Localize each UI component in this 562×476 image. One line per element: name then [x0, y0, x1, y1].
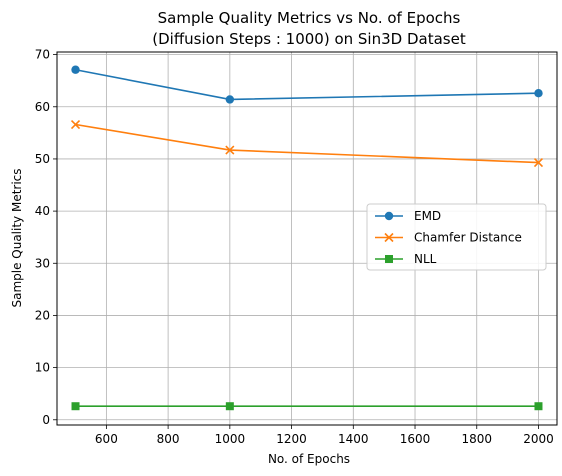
y-tick-label: 40 [35, 204, 50, 218]
series-markers [70, 65, 544, 411]
x-marker-stroke [70, 119, 81, 130]
data-point [225, 145, 235, 155]
y-tick-label: 70 [35, 48, 50, 62]
data-point [70, 119, 81, 130]
y-tick-label: 50 [35, 152, 50, 166]
chart-title-line2: (Diffusion Steps : 1000) on Sin3D Datase… [152, 30, 466, 48]
data-point [534, 402, 543, 411]
y-tick-label: 20 [35, 308, 50, 322]
x-axis-label: No. of Epochs [268, 452, 350, 466]
x-marker-stroke [384, 232, 394, 243]
y-tick-label: 10 [35, 361, 50, 375]
legend: EMD Chamfer Distance NLL [366, 203, 547, 271]
y-tick-label: 60 [35, 100, 50, 114]
plot-frame [56, 51, 558, 426]
x-tick-label: 800 [157, 432, 180, 446]
data-point [533, 158, 544, 168]
legend-label: EMD [414, 209, 441, 223]
data-point [71, 402, 80, 411]
y-tick-label: 0 [42, 413, 50, 427]
legend-label: NLL [414, 252, 437, 266]
chart-title-line1: Sample Quality Metrics vs No. of Epochs [158, 9, 461, 27]
legend-marker [385, 255, 393, 263]
series-line [75, 123, 539, 164]
x-tick-label: 1400 [338, 432, 369, 446]
legend-box [366, 203, 547, 271]
series-line [75, 68, 539, 101]
data-point [225, 402, 234, 411]
x-tick-label: 600 [95, 432, 118, 446]
legend-label: Chamfer Distance [414, 231, 522, 245]
legend-marker [384, 211, 394, 221]
y-tick-label: 30 [35, 256, 50, 270]
legend-marker [384, 232, 394, 243]
x-tick-label: 1600 [400, 432, 431, 446]
x-tick-label: 1000 [215, 432, 246, 446]
axis-ticks: 600 800 1000 1200 1400 1600 1800 2000 0 10 20 30 40 5… [35, 48, 554, 446]
y-axis-label: Sample Quality Metrics [10, 168, 24, 307]
data-point [71, 65, 80, 74]
x-marker-stroke [533, 158, 544, 168]
x-tick-label: 2000 [523, 432, 554, 446]
x-marker-stroke [225, 145, 235, 155]
x-tick-label: 1800 [461, 432, 492, 446]
data-point [225, 95, 235, 104]
data-point [534, 89, 543, 98]
x-tick-label: 1200 [276, 432, 307, 446]
